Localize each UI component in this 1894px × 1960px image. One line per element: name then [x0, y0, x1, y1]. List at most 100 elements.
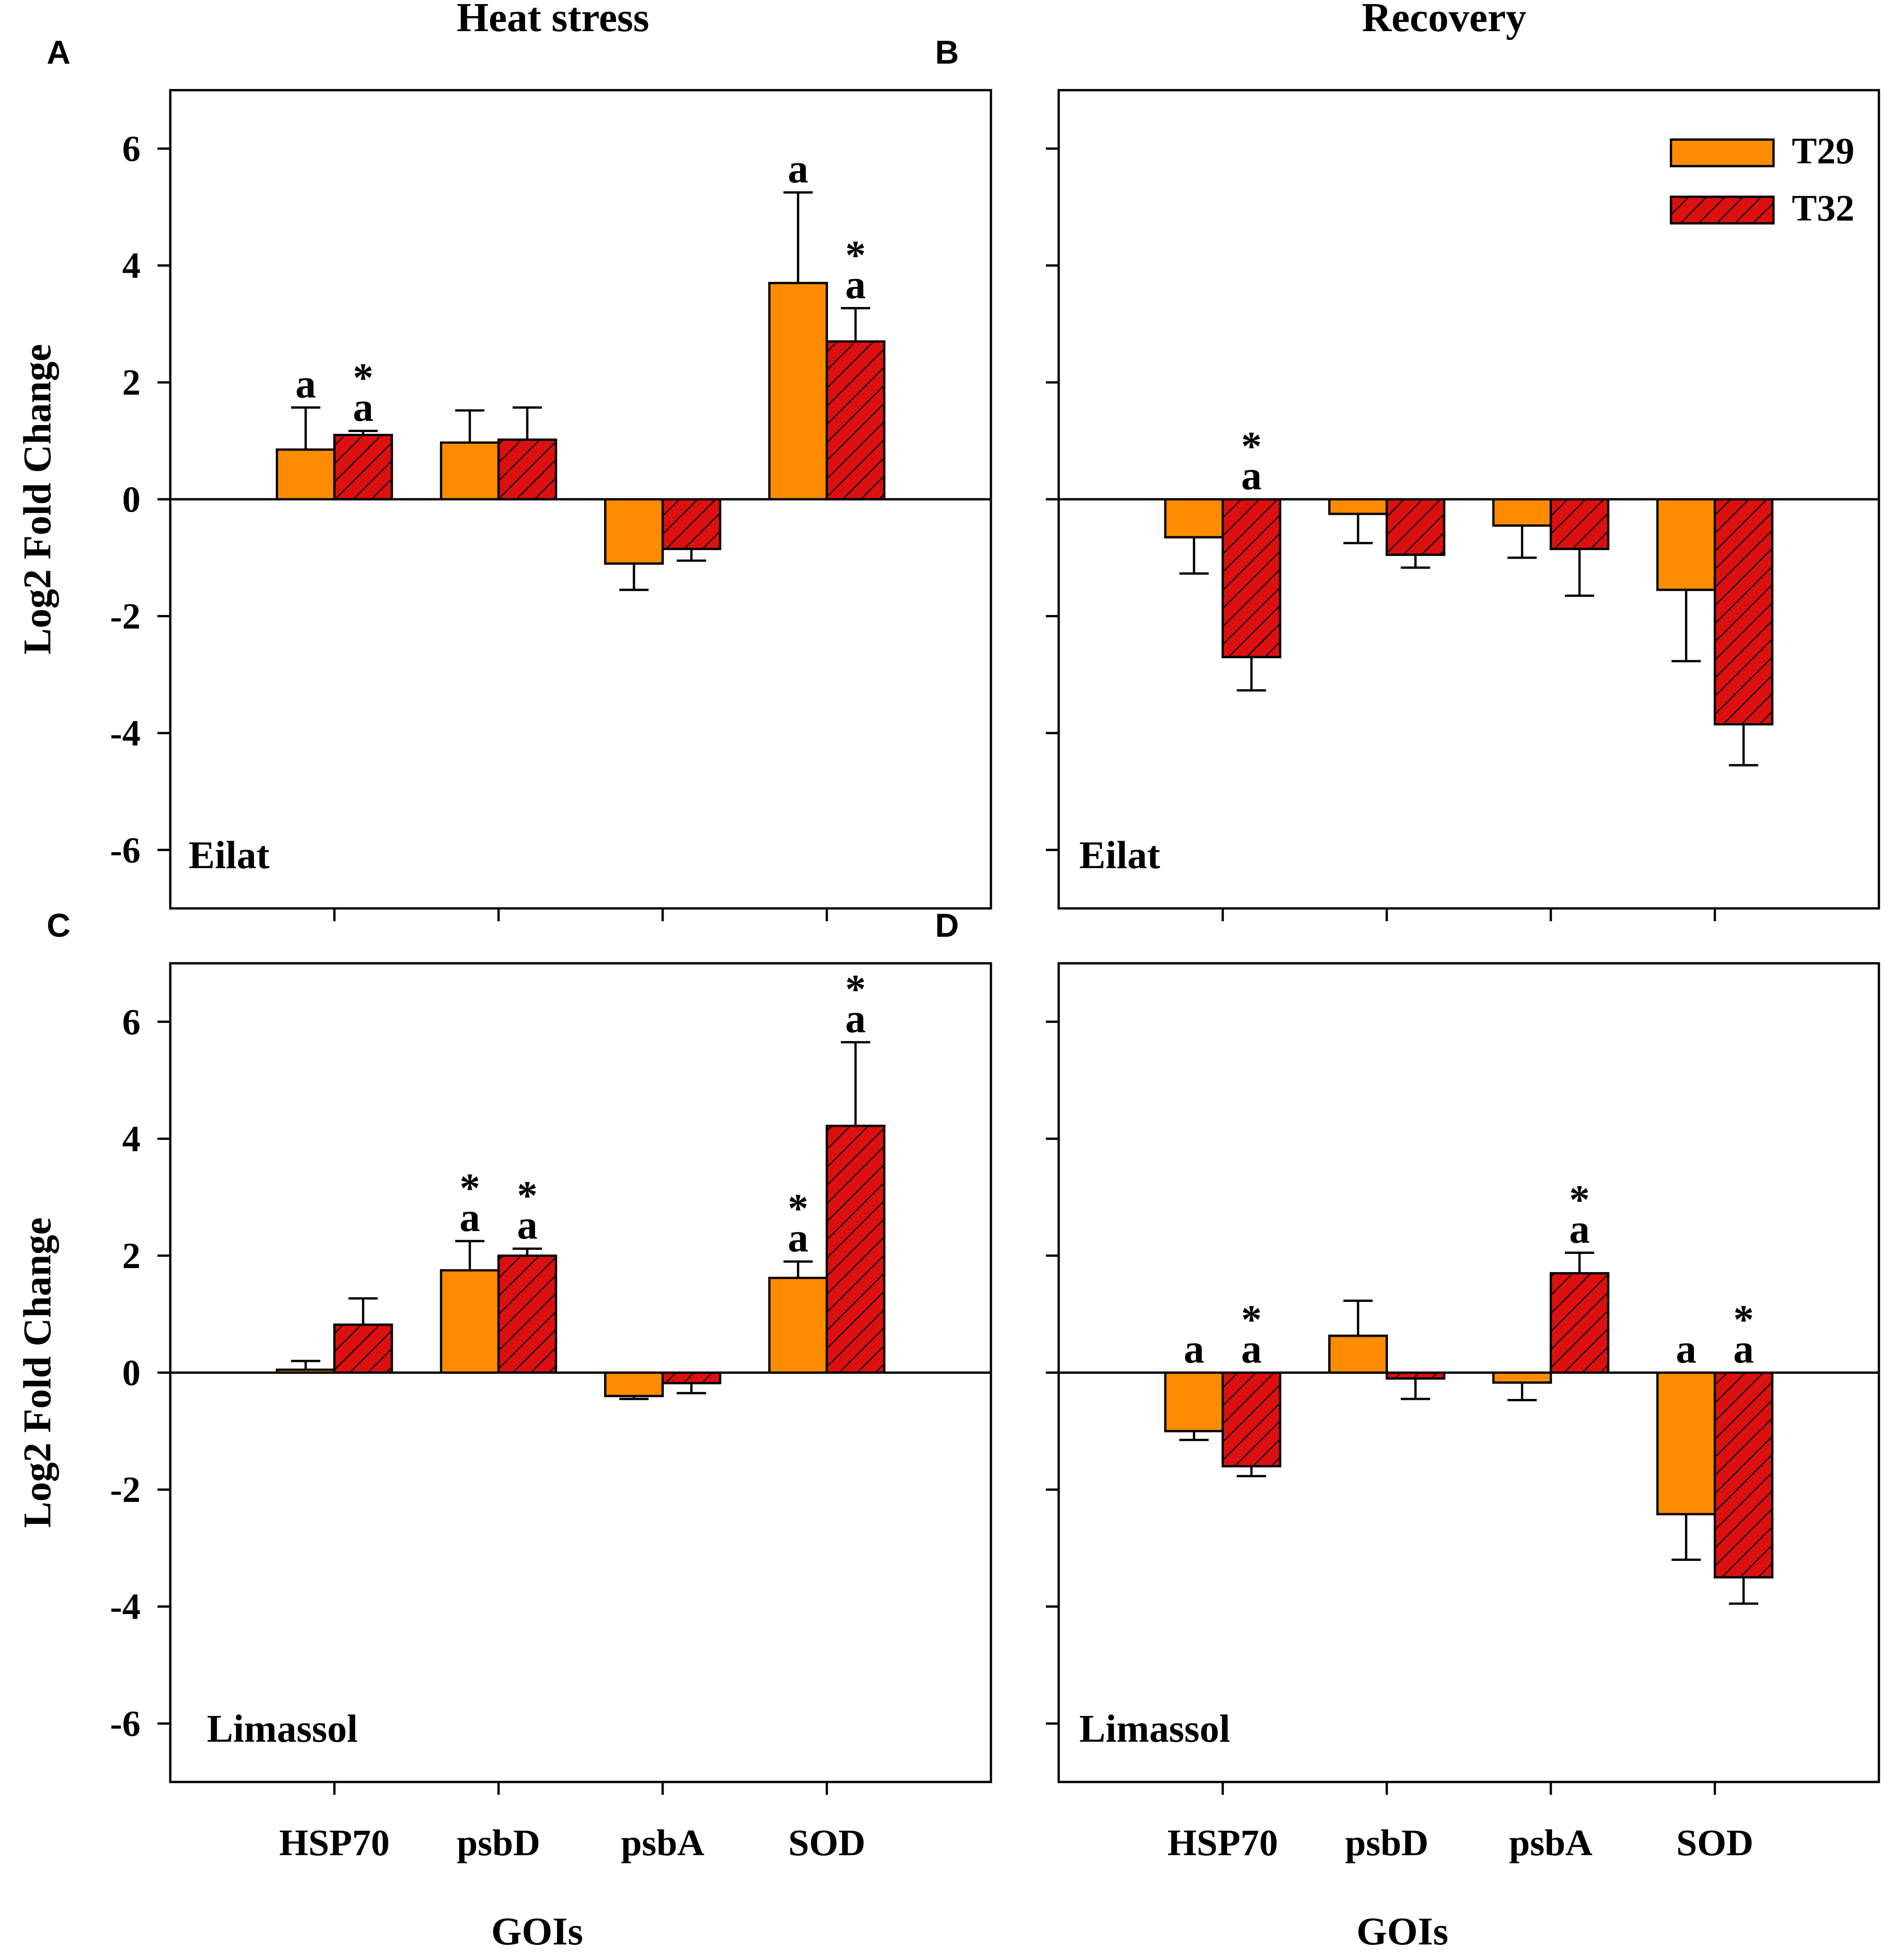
x-axis-label: GOIs [1357, 1909, 1449, 1953]
legend-swatch-t29 [1670, 138, 1775, 167]
significance-star: * [1241, 1297, 1262, 1343]
bar-t29-sod [768, 1276, 828, 1374]
y-tick-label: 4 [122, 1119, 141, 1159]
group-letter: a [460, 1195, 480, 1240]
site-label: Limassol [1079, 1706, 1230, 1750]
bar-t32-sod [825, 340, 886, 501]
bar-t32-psbd [497, 1254, 557, 1374]
panel-letter: A [47, 34, 70, 71]
site-label: Limassol [207, 1706, 358, 1750]
bar-t32-psbd [1385, 498, 1445, 556]
y-tick-label: 6 [122, 1002, 141, 1042]
bar-t29-hsp70 [276, 1368, 336, 1374]
y-tick-label: 2 [122, 363, 141, 403]
bar-t29-hsp70 [276, 448, 336, 501]
bar-t29-psbd [440, 1269, 500, 1374]
group-letter: a [1733, 1327, 1754, 1372]
significance-star: * [1733, 1297, 1754, 1343]
group-letter: a [788, 146, 808, 192]
x-tick-label: SOD [1676, 1822, 1753, 1863]
legend-label-t32: T32 [1792, 187, 1855, 229]
y-axis-label: Log2 Fold Change [15, 1217, 59, 1528]
y-tick-label: 2 [122, 1236, 141, 1276]
significance-star: * [845, 232, 866, 278]
x-tick-label: psbA [621, 1822, 704, 1863]
x-axis-label: GOIs [491, 1909, 583, 1953]
x-tick-label: psbA [1509, 1822, 1592, 1863]
legend-label-t29: T29 [1792, 130, 1855, 172]
bar-t32-sod [825, 1124, 886, 1374]
bar-t32-hsp70 [1221, 498, 1282, 659]
bar-t29-psbd [1328, 1334, 1388, 1374]
panel-letter: B [935, 34, 959, 71]
y-tick-label: -4 [110, 1587, 141, 1627]
bar-t29-sod [1656, 498, 1716, 591]
bar-t32-psba [1549, 498, 1610, 551]
bar-t29-hsp70 [1164, 1371, 1224, 1432]
significance-star: * [1241, 424, 1262, 469]
bar-t29-sod [768, 281, 828, 501]
group-letter: a [1241, 453, 1262, 498]
legend-swatch-t32 [1670, 195, 1775, 225]
significance-star: * [353, 356, 373, 401]
x-tick-label: psbD [1345, 1822, 1429, 1863]
bar-t29-psba [1492, 1371, 1552, 1384]
bar-t32-hsp70 [333, 434, 393, 501]
group-letter: a [517, 1203, 537, 1248]
y-tick-label: -6 [110, 1704, 141, 1744]
significance-star: * [460, 1166, 480, 1211]
significance-star: * [788, 1186, 808, 1231]
y-tick-label: -2 [110, 596, 141, 637]
x-tick-label: HSP70 [1168, 1822, 1278, 1863]
site-label: Eilat [189, 833, 270, 877]
group-letter: a [1569, 1207, 1590, 1252]
y-tick-label: 0 [122, 480, 141, 520]
bar-t29-psbd [1328, 498, 1388, 515]
group-letter: a [1184, 1327, 1204, 1372]
bar-t32-psbd [497, 438, 557, 501]
bar-t29-sod [1656, 1371, 1716, 1516]
bar-t32-hsp70 [333, 1323, 393, 1374]
panel-letter: D [935, 907, 959, 944]
bar-t32-psbd [1385, 1371, 1445, 1380]
y-tick-label: -2 [110, 1470, 141, 1510]
significance-star: * [845, 967, 866, 1012]
bar-t29-psbd [440, 441, 500, 501]
panel-b: Ba* Eilat T29 T32 [935, 34, 1880, 921]
bar-t32-sod [1714, 498, 1774, 726]
group-letter: a [845, 996, 866, 1042]
group-letter: a [845, 262, 866, 307]
y-tick-label: -6 [110, 830, 141, 870]
column-title-recovery: Recovery [1362, 0, 1526, 40]
y-tick-label: -4 [110, 713, 141, 754]
bar-t32-sod [1714, 1371, 1774, 1579]
bar-t29-psba [604, 498, 664, 565]
group-letter: a [1241, 1327, 1262, 1372]
group-letter: a [353, 385, 373, 430]
y-tick-label: 0 [122, 1353, 141, 1393]
y-axis-label: Log2 Fold Change [15, 344, 59, 655]
bar-t29-psba [604, 1371, 664, 1398]
column-title-heat-stress: Heat stress [457, 0, 649, 40]
bar-t29-psba [1492, 498, 1552, 527]
bar-t29-hsp70 [1164, 498, 1224, 539]
group-letter: a [295, 361, 316, 406]
x-tick-label: SOD [788, 1822, 866, 1863]
panel-letter: C [47, 907, 70, 944]
group-letter: a [788, 1215, 808, 1261]
bar-t32-hsp70 [1221, 1371, 1282, 1468]
bar-t32-psba [1549, 1272, 1610, 1374]
x-tick-label: psbD [457, 1822, 540, 1863]
group-letter: a [1676, 1327, 1696, 1372]
x-tick-label: HSP70 [279, 1822, 390, 1863]
bar-t32-psba [661, 498, 721, 551]
site-label: Eilat [1079, 833, 1160, 877]
bar-t32-psba [661, 1371, 721, 1385]
y-tick-label: 6 [122, 129, 141, 169]
significance-star: * [517, 1173, 537, 1219]
